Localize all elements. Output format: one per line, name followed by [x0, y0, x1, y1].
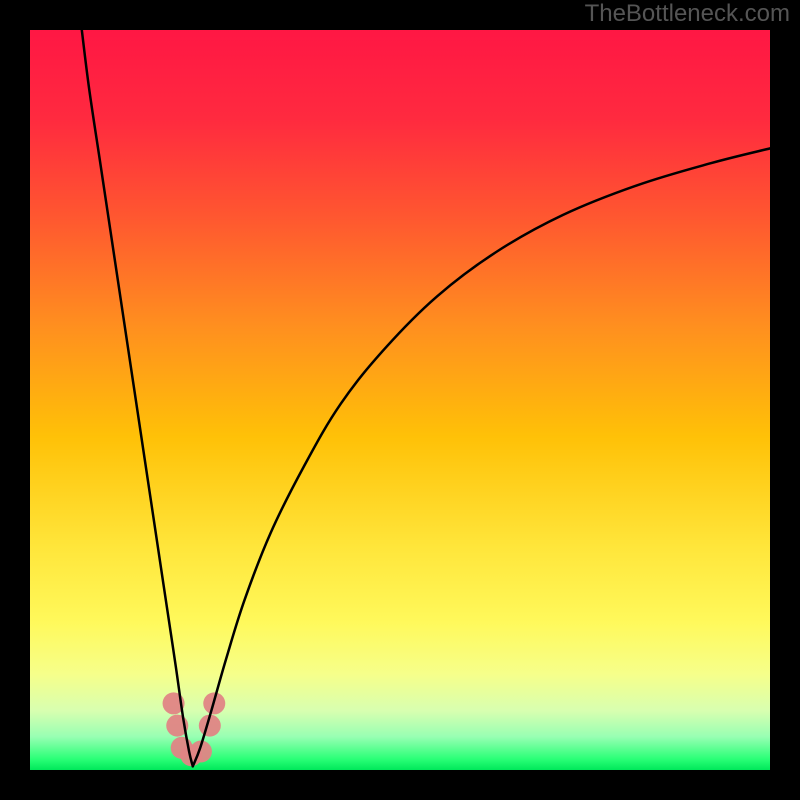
plot-background: [30, 30, 770, 770]
chart-stage: TheBottleneck.com: [0, 0, 800, 800]
bottleneck-chart: [0, 0, 800, 800]
